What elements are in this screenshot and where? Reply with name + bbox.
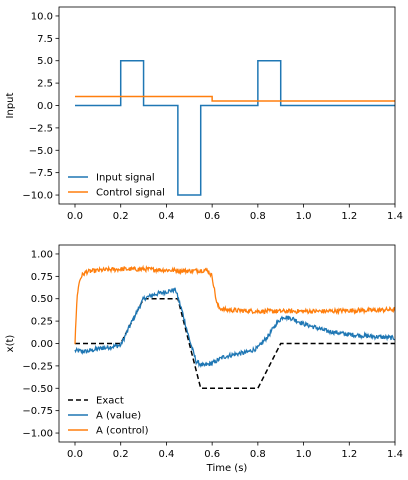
- x-tick-label: 0.8: [250, 449, 266, 460]
- series-line-input-signal: [75, 59, 395, 196]
- y-tick-label: 0.00: [31, 339, 53, 350]
- x-tick-label: 1.0: [296, 449, 312, 460]
- y-tick-label: −2.5: [29, 123, 53, 134]
- legend-label: Input signal: [96, 173, 155, 184]
- x-tick-label: 1.2: [341, 211, 357, 222]
- y-tick-label: 7.5: [37, 34, 53, 45]
- plot-area: [74, 264, 395, 390]
- y-tick-label: 10.0: [31, 11, 53, 22]
- x-tick-label: 1.0: [296, 211, 312, 222]
- y-tick-label: −0.75: [22, 406, 53, 417]
- y-tick-label: 2.5: [37, 79, 53, 90]
- x-tick-label: 1.4: [387, 211, 403, 222]
- x-tick-label: 1.2: [341, 449, 357, 460]
- x-tick-label: 0.0: [67, 449, 83, 460]
- y-tick-label: −7.5: [29, 168, 53, 179]
- series-line-a-control: [74, 264, 395, 345]
- x-tick-label: 0.6: [204, 449, 220, 460]
- x-tick-label: 0.6: [204, 211, 220, 222]
- plot-area: [75, 59, 395, 196]
- y-tick-label: −5.0: [29, 146, 53, 157]
- y-tick-label: −10.0: [22, 191, 53, 202]
- y-tick-label: 0.75: [31, 272, 53, 283]
- state-panel: 0.0 0.2 0.4 0.6 0.8 1.0 1.2 1.4 1.00 0.75 0.50 0.25…: [5, 244, 403, 474]
- y-tick-label: −0.50: [22, 384, 53, 395]
- y-tick-label: 0.25: [31, 317, 53, 328]
- x-tick-label: 0.2: [113, 449, 129, 460]
- y-axis-label: Input: [5, 92, 16, 118]
- y-tick-label: −0.25: [22, 361, 53, 372]
- x-tick-label: 0.0: [67, 211, 83, 222]
- series-line-exact: [75, 297, 395, 390]
- legend-label: A (control): [96, 426, 149, 437]
- y-tick-label: 0.0: [37, 101, 53, 112]
- y-tick-label: 1.00: [31, 249, 53, 260]
- y-axis-label: x(t): [5, 335, 16, 353]
- legend-label: A (value): [96, 411, 141, 422]
- legend-label: Exact: [96, 396, 124, 407]
- legend: Input signal Control signal: [68, 173, 165, 199]
- y-tick-label: −1.00: [22, 429, 53, 440]
- series-line-a-value: [74, 287, 395, 368]
- x-axis-label: Time (s): [206, 463, 248, 474]
- x-tick-label: 0.2: [113, 211, 129, 222]
- y-tick-label: 0.50: [31, 294, 53, 305]
- input-panel: 0.0 0.2 0.4 0.6 0.8 1.0 1.2 1.4 10.0 7.5 5.0 2.5 0.0…: [5, 6, 403, 222]
- x-tick-label: 0.4: [158, 449, 174, 460]
- y-tick-label: 5.0: [37, 56, 53, 67]
- x-tick-label: 0.4: [158, 211, 174, 222]
- legend-label: Control signal: [96, 188, 165, 199]
- legend: Exact A (value) A (control): [68, 396, 149, 437]
- x-tick-label: 0.8: [250, 211, 266, 222]
- x-tick-label: 1.4: [387, 449, 403, 460]
- series-line-control-signal: [75, 95, 395, 102]
